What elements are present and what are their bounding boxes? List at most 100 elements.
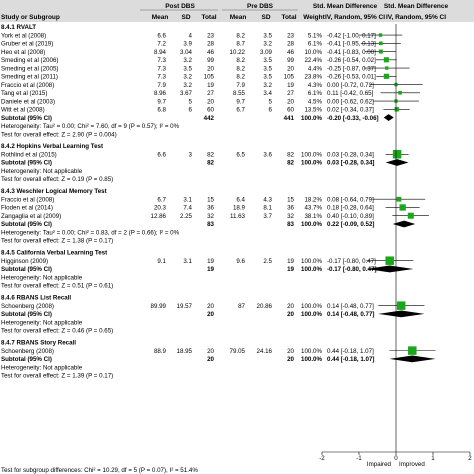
col-post-mean: Mean xyxy=(152,14,169,21)
post-total: 105 xyxy=(204,74,215,81)
col-pre-total: Total xyxy=(281,14,296,21)
pre-sd: 3.7 xyxy=(263,213,272,220)
study-weight: 4.3% xyxy=(308,82,323,89)
pre-mean: 8.2 xyxy=(236,57,245,64)
post-total: 20 xyxy=(207,98,214,105)
post-total: 32 xyxy=(207,213,214,220)
pre-sd: 2.5 xyxy=(263,258,272,265)
pre-total: 32 xyxy=(287,213,294,220)
col-pre-sd: SD xyxy=(261,14,270,21)
study-ci: -0.25 [-0.87, 0.37] xyxy=(327,65,376,72)
post-total: 99 xyxy=(207,57,214,64)
subtotal-post-total: 82 xyxy=(207,160,214,167)
study-name: Fraccio et al (2008) xyxy=(1,196,54,203)
subtotal-label: Subtotal (95% CI) xyxy=(1,266,52,273)
study-ci: 0.00 [-0.72, 0.72] xyxy=(327,82,374,89)
study-point xyxy=(398,90,402,95)
post-mean: 20.3 xyxy=(154,205,167,212)
study-name: Schoenberg (2008) xyxy=(1,348,54,355)
study-ci: 0.00 [-0.62, 0.62] xyxy=(327,98,374,105)
study-point xyxy=(407,212,414,219)
study-point xyxy=(396,301,406,310)
post-total: 60 xyxy=(207,107,214,114)
subtotal-weight: 100.0% xyxy=(301,356,322,363)
study-point xyxy=(408,346,417,355)
subtotal-post-total: 442 xyxy=(204,115,215,122)
study-weight: 10.0% xyxy=(304,49,322,56)
group-title: 8.4.1 RVALT xyxy=(1,24,36,31)
post-mean: 88.9 xyxy=(154,348,167,355)
group-title: 8.4.7 RBANS Story Recall xyxy=(1,340,76,347)
post-mean: 8.96 xyxy=(154,90,167,97)
post-mean: 7.3 xyxy=(157,57,166,64)
study-name: Tang et al (2015) xyxy=(1,90,47,97)
pre-total: 36 xyxy=(287,205,294,212)
post-mean: 7.3 xyxy=(157,74,166,81)
pre-sd: 3.6 xyxy=(263,151,272,158)
pre-mean: 87 xyxy=(238,303,245,310)
post-mean: 7.9 xyxy=(157,82,166,89)
post-mean: 89.99 xyxy=(151,303,167,310)
study-ci: -0.26 [-0.53, 0.01] xyxy=(327,74,376,81)
subtotal-diamond xyxy=(389,355,436,363)
study-ci: -0.41 [-0.95, 0.13] xyxy=(327,41,376,48)
study-weight: 22.4% xyxy=(304,57,322,64)
pre-sd: 3.5 xyxy=(263,65,272,72)
pre-mean: 79.05 xyxy=(230,348,246,355)
post-sd: 4 xyxy=(189,32,193,39)
subtotal-pre-total: 20 xyxy=(287,356,294,363)
post-mean: 6.6 xyxy=(157,151,166,158)
study-ci: 0.11 [-0.42, 0.65] xyxy=(327,90,374,97)
pre-sd: 20.86 xyxy=(257,303,273,310)
post-sd: 7.4 xyxy=(183,205,192,212)
post-total: 19 xyxy=(207,82,214,89)
subtotal-weight: 100.0% xyxy=(301,160,322,167)
subtotal-diamond xyxy=(378,310,425,318)
post-total: 27 xyxy=(207,90,214,97)
post-mean: 7.3 xyxy=(157,65,166,72)
subtotal-label: Subtotal (95% CI) xyxy=(1,311,52,318)
post-total: 20 xyxy=(207,303,214,310)
study-ci: -0.17 [-0.80, 0.47] xyxy=(327,258,376,265)
pre-sd: 3.5 xyxy=(263,32,272,39)
pre-mean: 8.7 xyxy=(236,41,245,48)
subtotal-ci: 0.44 [-0.18, 1.07] xyxy=(327,356,374,363)
subtotal-diamond xyxy=(392,220,416,228)
x-tick-label: 1 xyxy=(431,455,435,462)
pre-total: 105 xyxy=(284,74,295,81)
post-mean: 9.1 xyxy=(157,258,166,265)
post-total: 15 xyxy=(207,196,214,203)
study-point xyxy=(383,73,389,79)
study-weight: 13.5% xyxy=(304,107,322,114)
subtotal-pre-total: 441 xyxy=(284,115,295,122)
study-header: Study or Subgroup xyxy=(1,14,60,21)
study-name: Fraccio et al (2008) xyxy=(1,82,54,89)
col-post-total: Total xyxy=(201,14,216,21)
study-weight: 100.0% xyxy=(301,258,322,265)
post-sd: 3.1 xyxy=(183,196,192,203)
post-sd: 3.1 xyxy=(183,258,192,265)
subtotal-ci: -0.17 [-0.80, 0.47] xyxy=(327,266,377,273)
col-ci-right: IV, Random, 95% CI xyxy=(386,14,446,21)
study-weight: 5.1% xyxy=(308,32,323,39)
subtotal-label: Subtotal (95% CI) xyxy=(1,356,52,363)
study-weight: 100.0% xyxy=(301,151,322,158)
post-sd: 3.2 xyxy=(183,82,192,89)
pre-sd: 5 xyxy=(269,98,273,105)
study-name: Smeding et al (2006) xyxy=(1,57,58,64)
x-tick-label: 0 xyxy=(394,455,398,462)
study-ci: -0.41 [-0.83, 0.00] xyxy=(327,49,376,56)
subtotal-diamond xyxy=(366,265,414,273)
study-name: Rothlind et al (2015) xyxy=(1,151,57,158)
group-title: 8.4.5 California Verbal Learning Test xyxy=(1,250,107,257)
favours-left-label: Impaired xyxy=(367,461,392,468)
heterogeneity: Heterogeneity: Tau² = 0.00; Chi² = 0.83,… xyxy=(1,229,180,236)
pre-sd: 6 xyxy=(269,107,273,114)
group-title: 8.4.3 Weschler Logical Memory Test xyxy=(1,188,107,195)
subtotal-weight: 100.0% xyxy=(301,115,322,122)
subtotal-pre-total: 20 xyxy=(287,311,294,318)
study-name: Smeding et al (2011) xyxy=(1,74,58,81)
x-tick-label: -1 xyxy=(356,455,362,462)
pre-mean: 6.7 xyxy=(236,107,245,114)
